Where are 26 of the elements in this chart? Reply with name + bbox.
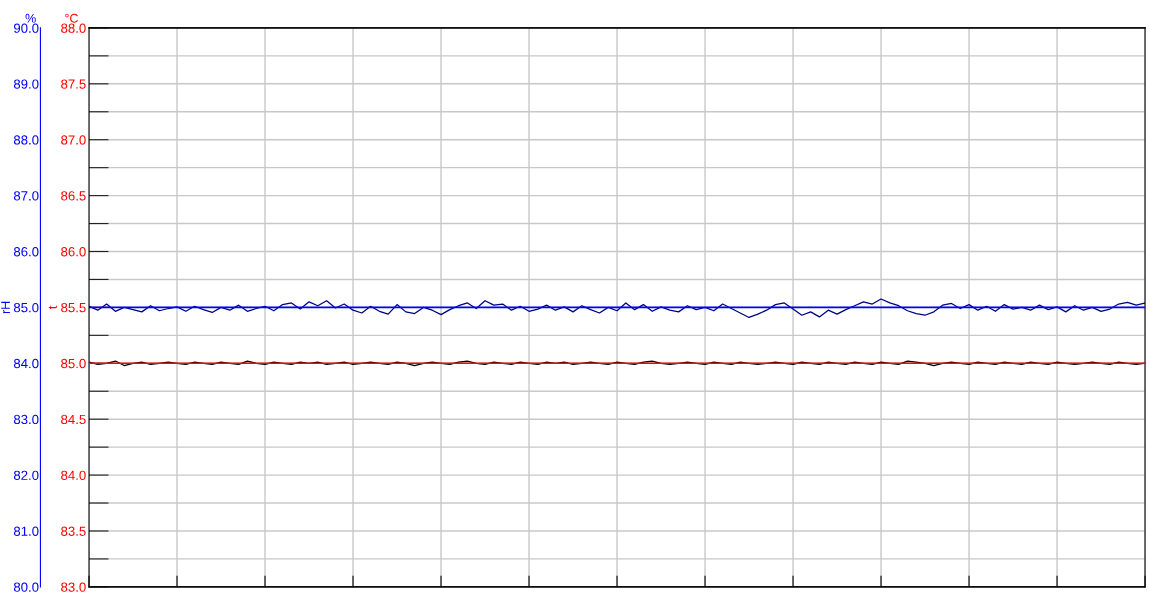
y-tick-label: 89.0 bbox=[13, 79, 39, 89]
y-tick-label: 90.0 bbox=[13, 23, 39, 33]
y2-axis-title: t bbox=[48, 305, 57, 309]
y-tick-label: 86.0 bbox=[13, 247, 39, 257]
y2-tick-label: 87.0 bbox=[61, 135, 86, 145]
y-tick-label: 85.0 bbox=[13, 302, 39, 313]
y-tick-label: 84.0 bbox=[13, 358, 39, 369]
y2-tick-label: 85.0 bbox=[61, 358, 86, 369]
y2-tick-label: 87.5 bbox=[61, 79, 86, 89]
text: % bbox=[25, 13, 36, 23]
y2-tick-label: 86.0 bbox=[61, 247, 86, 257]
y2-tick-label: 83.0 bbox=[61, 582, 86, 592]
y2-tick-label: 84.0 bbox=[61, 470, 86, 480]
y2-tick-label: 86.5 bbox=[61, 191, 86, 201]
y-tick-label: 83.0 bbox=[13, 414, 39, 425]
y-tick-label: 87.0 bbox=[13, 191, 39, 201]
y-axis-title: rH bbox=[1, 301, 10, 314]
y2-tick-label: 88.0 bbox=[61, 23, 86, 33]
y-tick-label: 82.0 bbox=[13, 470, 39, 480]
y-tick-label: 80.0 bbox=[13, 582, 39, 592]
y-tick-label: 88.0 bbox=[13, 135, 39, 145]
y2-tick-label: 83.5 bbox=[61, 526, 86, 536]
y-tick-label: 81.0 bbox=[13, 526, 39, 536]
y2-tick-label: 85.5 bbox=[61, 302, 86, 313]
text: °C bbox=[65, 13, 78, 23]
y2-tick-label: 84.5 bbox=[61, 414, 86, 425]
